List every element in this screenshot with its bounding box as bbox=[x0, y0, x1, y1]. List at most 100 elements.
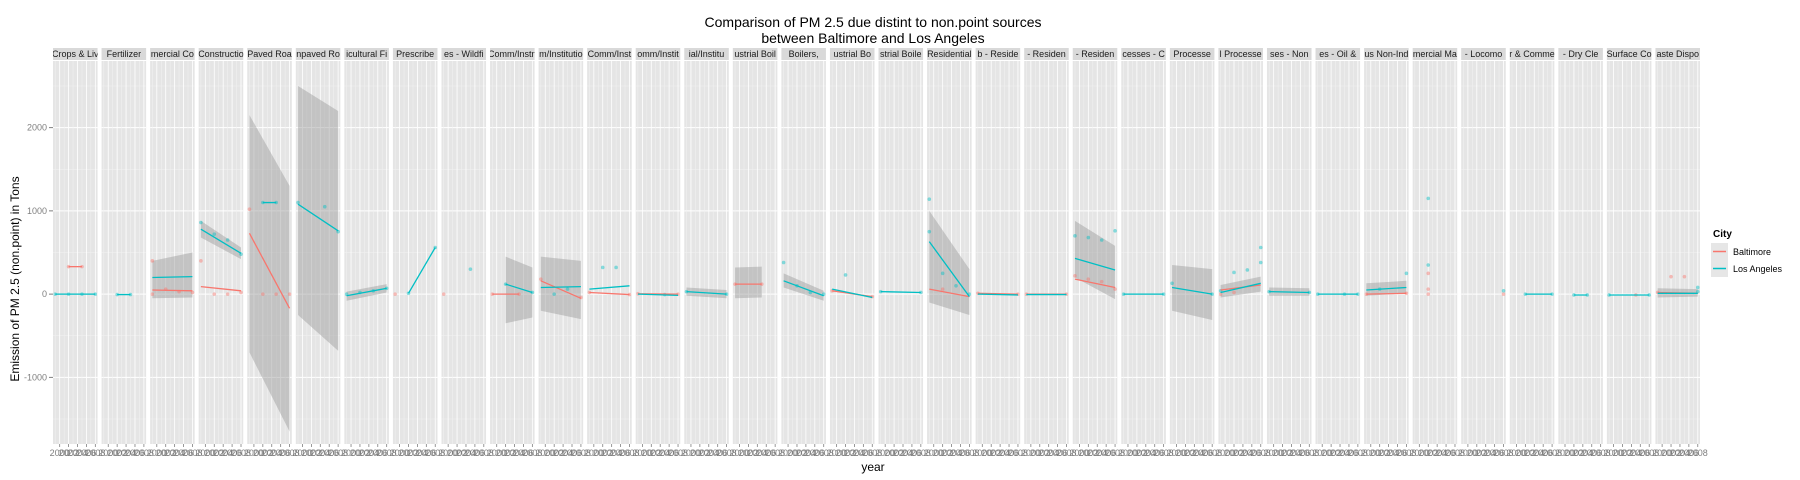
x-tick-label: 2004 bbox=[699, 448, 719, 458]
facet-plot-area bbox=[1412, 61, 1458, 444]
trend-line-los-angeles bbox=[1269, 290, 1310, 294]
facet-plot-area bbox=[635, 61, 681, 444]
x-tick-label: 2002 bbox=[836, 448, 856, 458]
facet-strip bbox=[587, 48, 632, 60]
facet-panels: Crops & Liv20002002200420062008Fertilize… bbox=[50, 48, 1708, 458]
x-tick-label: 2002 bbox=[593, 448, 613, 458]
data-point-los-angeles bbox=[1099, 238, 1104, 242]
facet-plot-area bbox=[538, 61, 584, 444]
confidence-band bbox=[200, 220, 242, 260]
x-tick-label: 2006 bbox=[805, 448, 825, 458]
trend-line-los-angeles bbox=[200, 228, 242, 254]
facet-strip bbox=[1509, 48, 1555, 60]
x-tick-label: 2002 bbox=[1175, 448, 1195, 458]
x-tick-label: 2008 bbox=[1639, 448, 1659, 458]
facet-strip-label: Surface Co bbox=[1607, 49, 1652, 59]
x-tick-label: 2008 bbox=[1591, 448, 1611, 458]
confidence-band bbox=[505, 256, 533, 324]
confidence-band bbox=[298, 85, 339, 351]
trend-line-los-angeles bbox=[880, 290, 921, 294]
data-point-los-angeles bbox=[1170, 281, 1174, 286]
facet-plot-area bbox=[198, 61, 244, 444]
x-tick-label: 2004 bbox=[1330, 448, 1350, 458]
x-tick-label: 2000 bbox=[632, 448, 652, 458]
facet-strip bbox=[927, 48, 972, 60]
x-tick-label: 2000 bbox=[681, 448, 701, 458]
x-tick-label: 2004 bbox=[310, 448, 330, 458]
x-tick-label: 2000 bbox=[1021, 448, 1041, 458]
x-tick-label: 2006 bbox=[756, 448, 776, 458]
facet-plot-area bbox=[247, 61, 292, 444]
data-point-los-angeles bbox=[1426, 196, 1431, 201]
trend-line-los-angeles bbox=[407, 247, 436, 294]
y-tick-label: 1000 bbox=[27, 206, 47, 216]
x-tick-label: 2000 bbox=[729, 448, 749, 458]
x-tick-label: 2000 bbox=[1312, 448, 1332, 458]
facet-plot-area bbox=[295, 61, 341, 444]
x-tick-label: 2004 bbox=[1184, 448, 1204, 458]
y-tick-label: 0 bbox=[42, 289, 47, 299]
facet-strip bbox=[878, 48, 924, 60]
x-tick-label: 2002 bbox=[1661, 448, 1681, 458]
trend-line-los-angeles bbox=[1074, 257, 1116, 271]
trend-line-los-angeles bbox=[686, 290, 727, 295]
facet-strip bbox=[344, 48, 389, 60]
facet-strip-label: ustrial Boil bbox=[734, 49, 776, 59]
x-tick-label: 2006 bbox=[1533, 448, 1553, 458]
x-tick-label: 2004 bbox=[796, 448, 816, 458]
x-tick-label: 2004 bbox=[262, 448, 282, 458]
facet-plot-area bbox=[53, 61, 98, 444]
facet-strip-label: omm/Instit bbox=[637, 49, 679, 59]
data-point-los-angeles bbox=[1501, 289, 1506, 293]
facet-strip-label: icultural Fi bbox=[346, 49, 387, 59]
x-tick-label: 2002 bbox=[204, 448, 224, 458]
x-tick-label: 2006 bbox=[1096, 448, 1116, 458]
x-tick-label: 2000 bbox=[1069, 448, 1089, 458]
facet-plot-area bbox=[441, 61, 487, 444]
x-tick-label: 2006 bbox=[853, 448, 873, 458]
data-point-baltimore bbox=[225, 292, 230, 296]
x-tick-label: 2000 bbox=[50, 448, 70, 458]
facet-strip bbox=[490, 48, 535, 60]
x-tick-label: 2008 bbox=[182, 448, 202, 458]
data-point-los-angeles bbox=[1121, 292, 1126, 296]
x-tick-label: 2008 bbox=[1105, 448, 1125, 458]
x-tick-label: 2004 bbox=[1087, 448, 1107, 458]
x-tick-label: 2008 bbox=[668, 448, 688, 458]
data-point-los-angeles bbox=[1404, 271, 1409, 276]
facet-strip-label: b - Reside bbox=[977, 49, 1018, 59]
trend-line-baltimore bbox=[540, 280, 582, 299]
x-tick-label: 2004 bbox=[942, 448, 962, 458]
facet-strip-label: ial/Institu bbox=[689, 49, 725, 59]
x-tick-label: 2004 bbox=[1476, 448, 1496, 458]
data-point-baltimore bbox=[1501, 292, 1506, 296]
facet-strip bbox=[1024, 48, 1069, 60]
data-point-los-angeles bbox=[1572, 293, 1576, 297]
x-tick-label: 2000 bbox=[924, 448, 944, 458]
x-tick-label: 2006 bbox=[1145, 448, 1165, 458]
x-tick-label: 2008 bbox=[959, 448, 979, 458]
facet-strip bbox=[1655, 48, 1700, 60]
trend-line-los-angeles bbox=[589, 285, 630, 290]
facet-strip-label: Constructio bbox=[198, 49, 244, 59]
data-point-los-angeles bbox=[115, 292, 119, 297]
trend-line-baltimore bbox=[200, 285, 242, 292]
facet-strip-label: npaved Ro bbox=[296, 49, 340, 59]
data-point-los-angeles bbox=[1695, 289, 1700, 294]
trend-line-los-angeles bbox=[152, 275, 193, 279]
x-tick-label: 2002 bbox=[59, 448, 79, 458]
x-tick-label: 2004 bbox=[602, 448, 622, 458]
facet-strip-label: Prescribe bbox=[396, 49, 434, 59]
data-point-baltimore bbox=[212, 292, 217, 296]
facet-strip bbox=[1558, 48, 1603, 60]
x-tick-label: 2002 bbox=[447, 448, 467, 458]
facet-strip bbox=[441, 48, 487, 60]
x-tick-label: 2006 bbox=[1436, 448, 1456, 458]
